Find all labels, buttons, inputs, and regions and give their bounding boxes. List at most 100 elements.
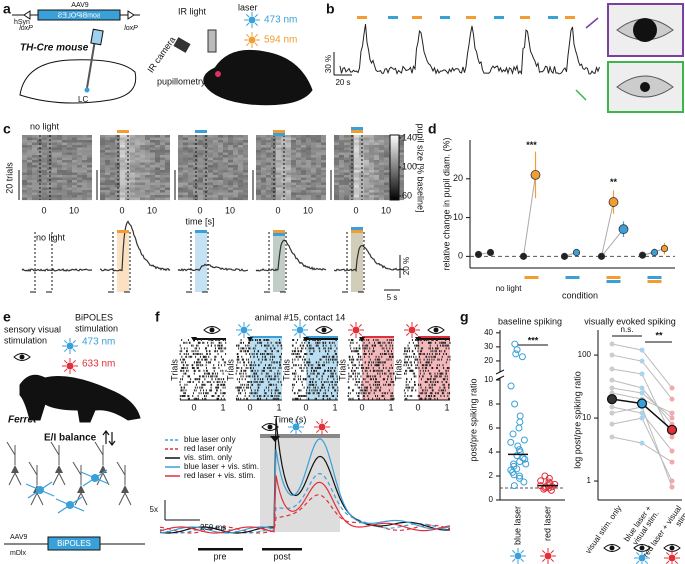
heatmap-cell (22, 137, 27, 141)
unit-point (669, 484, 675, 490)
heatmap-cell (72, 155, 77, 158)
heatmap-cell (286, 190, 291, 193)
label: *** (526, 140, 537, 150)
stim-bar (548, 16, 558, 19)
heatmap-cell (37, 197, 42, 201)
heatmap-cell (344, 137, 349, 141)
label: condition (562, 290, 598, 300)
heatmap-cell (193, 137, 198, 141)
heatmap-cell (233, 165, 238, 168)
heatmap-cell (77, 140, 82, 143)
heatmap-cell (379, 142, 384, 146)
heatmap-cell (150, 182, 155, 186)
heatmap-cell (62, 162, 67, 166)
heatmap-cell (82, 175, 87, 178)
ferret (19, 374, 141, 423)
heatmap-cell (316, 142, 321, 146)
laser-icon (302, 332, 307, 337)
heatmap-cell (369, 142, 374, 146)
heatmap-cell (150, 155, 155, 158)
heatmap-cell (125, 192, 130, 196)
heatmap-cell (193, 177, 198, 181)
heatmap-cell (52, 150, 57, 153)
heatmap-cell (374, 155, 379, 158)
heatmap-cell (364, 135, 369, 138)
heatmap-cell (379, 135, 384, 138)
heatmap-cell (208, 160, 213, 163)
heatmap-cell (87, 182, 92, 186)
heatmap-cell (311, 197, 316, 201)
laser-icon (635, 551, 640, 556)
heatmap-cell (291, 197, 296, 201)
heatmap-cell (291, 170, 296, 173)
heatmap-cell (369, 147, 374, 151)
heatmap-cell (110, 197, 115, 201)
heatmap-cell (321, 187, 326, 191)
heatmap-cell (52, 170, 57, 173)
heatmap-cell (183, 162, 188, 166)
heatmap-cell (125, 197, 130, 201)
heatmap-cell (339, 195, 344, 198)
label: b (326, 1, 335, 17)
heatmap-cell (238, 182, 243, 186)
heatmap-cell (42, 180, 47, 183)
heatmap-cell (301, 155, 306, 158)
label: a (3, 1, 11, 17)
heatmap-cell (37, 185, 42, 188)
heatmap-cell (339, 172, 344, 176)
heatmap-cell (301, 182, 306, 186)
heatmap-cell (130, 170, 135, 173)
heatmap-cell (321, 197, 326, 201)
heatmap-cell (291, 157, 296, 161)
heatmap-cell (384, 197, 389, 201)
heatmap-cell (344, 177, 349, 181)
heatmap-cell (135, 190, 140, 193)
heatmap-cell (223, 187, 228, 191)
heatmap-cell (208, 167, 213, 171)
heatmap-cell (296, 197, 301, 201)
point (541, 472, 549, 480)
laser-icon (248, 16, 256, 24)
heatmap-cell (213, 175, 218, 178)
heatmap-cell (145, 145, 150, 148)
heatmap-cell (228, 140, 233, 143)
heatmap-cell (223, 190, 228, 193)
heatmap-cell (261, 157, 266, 161)
heatmap-cell (178, 142, 183, 146)
heatmap-cell (399, 135, 404, 138)
stim-bar (273, 230, 285, 233)
laser-icon (292, 423, 300, 431)
heatmap-cell (213, 167, 218, 171)
heatmap-cell (42, 185, 47, 188)
heatmap-cell (67, 197, 72, 201)
heatmap-cell (52, 160, 57, 163)
heatmap-cell (349, 152, 354, 156)
trials-label: Trials (169, 359, 179, 381)
heatmap-cell (183, 175, 188, 178)
label: 1 (220, 402, 225, 412)
heatmap-cell (67, 147, 72, 151)
heatmap-cell (208, 185, 213, 188)
heatmap-cell (57, 172, 62, 176)
unit-point (609, 341, 615, 347)
heatmap-cell (256, 172, 261, 176)
heatmap-cell (120, 172, 125, 176)
heatmap-cell (286, 167, 291, 171)
heatmap-cell (77, 160, 82, 163)
heatmap-cell (105, 197, 110, 201)
point (515, 424, 523, 432)
heatmap-cell (77, 192, 82, 196)
heatmap-cell (384, 190, 389, 193)
label: 594 nm (264, 35, 297, 46)
heatmap-cell (208, 140, 213, 143)
heatmap-cell (261, 182, 266, 186)
heatmap-cell (379, 175, 384, 178)
heatmap-cell (42, 165, 47, 168)
heatmap-cell (286, 165, 291, 168)
label: g (460, 309, 469, 325)
heatmap-cell (233, 155, 238, 158)
heatmap-cell (399, 172, 404, 176)
heatmap-cell (374, 172, 379, 176)
heatmap-cell (291, 175, 296, 178)
dot (660, 245, 669, 253)
